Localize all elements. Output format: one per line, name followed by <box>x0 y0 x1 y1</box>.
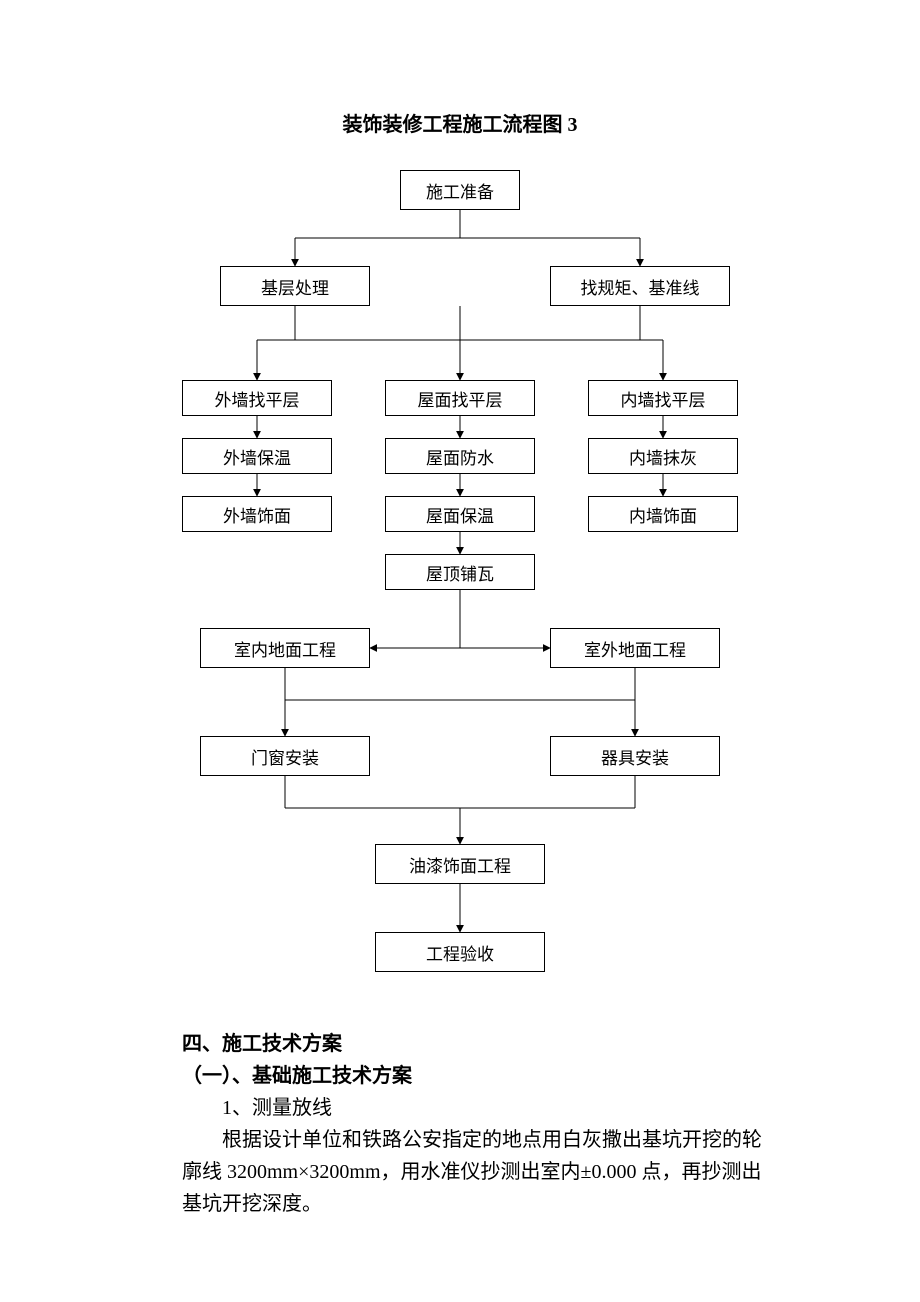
flowchart-node: 屋面保温 <box>385 496 535 532</box>
body-line: 1、测量放线 <box>222 1092 762 1124</box>
diagram-title: 装饰装修工程施工流程图 3 <box>0 108 920 137</box>
flowchart-node: 油漆饰面工程 <box>375 844 545 884</box>
body-line: 四、施工技术方案 <box>182 1028 762 1060</box>
flowchart-node: 内墙找平层 <box>588 380 738 416</box>
body-line: （一）、基础施工技术方案 <box>182 1060 762 1092</box>
flowchart-node: 内墙饰面 <box>588 496 738 532</box>
page: 装饰装修工程施工流程图 3 施工准备基层处理找规矩、基准线外墙找平层屋面找平层内… <box>0 0 920 1302</box>
body-line: 基坑开挖深度。 <box>182 1188 762 1220</box>
flowchart-node: 门窗安装 <box>200 736 370 776</box>
flowchart-node: 工程验收 <box>375 932 545 972</box>
flowchart-node: 室外地面工程 <box>550 628 720 668</box>
body-line: 廓线 3200mm×3200mm，用水准仪抄测出室内±0.000 点，再抄测出 <box>182 1156 762 1188</box>
body-line: 根据设计单位和铁路公安指定的地点用白灰撒出基坑开挖的轮 <box>222 1124 762 1156</box>
flowchart-node: 找规矩、基准线 <box>550 266 730 306</box>
flowchart-node: 器具安装 <box>550 736 720 776</box>
flowchart-node: 外墙找平层 <box>182 380 332 416</box>
flowchart-node: 屋顶铺瓦 <box>385 554 535 590</box>
flowchart-node: 外墙保温 <box>182 438 332 474</box>
flowchart-node: 施工准备 <box>400 170 520 210</box>
flowchart-node: 屋面找平层 <box>385 380 535 416</box>
flowchart-node: 基层处理 <box>220 266 370 306</box>
flowchart-node: 外墙饰面 <box>182 496 332 532</box>
flowchart-node: 室内地面工程 <box>200 628 370 668</box>
flowchart-node: 屋面防水 <box>385 438 535 474</box>
flowchart-node: 内墙抹灰 <box>588 438 738 474</box>
